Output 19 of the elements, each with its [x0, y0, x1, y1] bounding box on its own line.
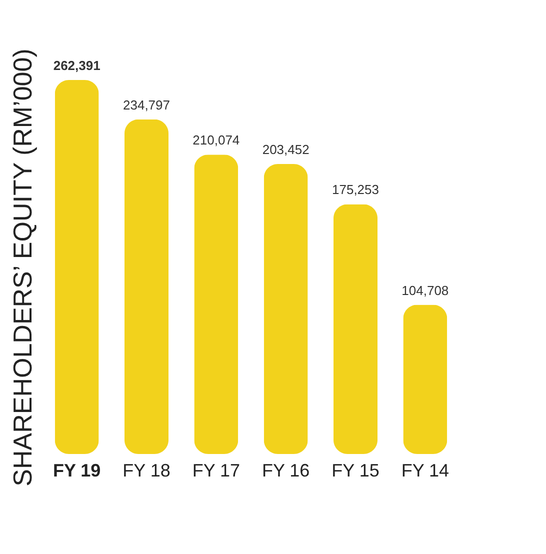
data-label: 210,074 — [192, 132, 240, 148]
data-label: 234,797 — [123, 97, 170, 112]
data-label: 203,452 — [262, 142, 310, 158]
x-tick-label: FY 18 — [122, 460, 170, 480]
x-tick-label: FY 15 — [332, 460, 380, 480]
data-label: 175,253 — [332, 182, 379, 198]
x-tick-label: FY 16 — [262, 460, 310, 480]
data-label: 104,708 — [402, 282, 449, 298]
bar — [334, 204, 378, 454]
bar — [194, 154, 238, 454]
y-axis-title: SHAREHOLDERS’ EQUITY (RM’000) — [8, 48, 38, 486]
x-tick-label: FY 19 — [52, 460, 101, 480]
bar — [403, 304, 448, 454]
data-label: 262,391 — [53, 58, 100, 73]
x-tick-label: FY 17 — [192, 460, 240, 480]
bar — [124, 119, 168, 454]
bar — [264, 164, 308, 454]
x-tick-label: FY 14 — [401, 460, 450, 480]
bar — [54, 80, 99, 454]
